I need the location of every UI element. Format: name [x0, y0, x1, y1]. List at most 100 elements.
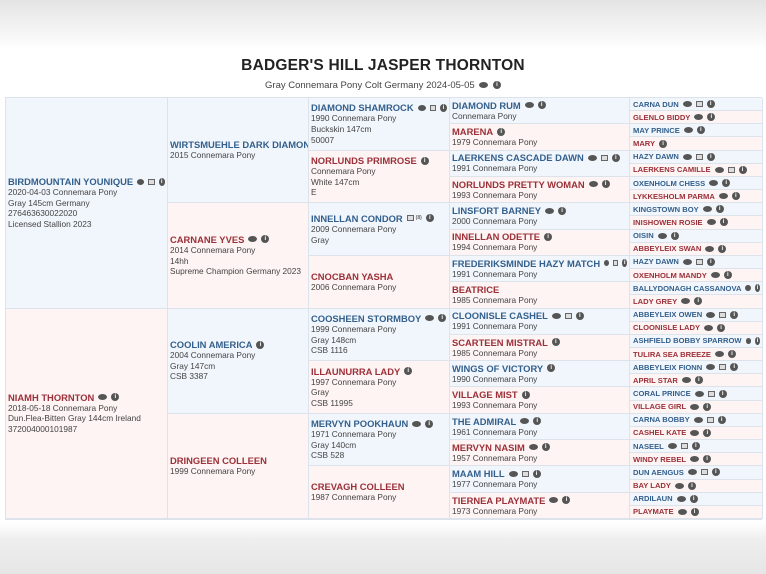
horse-name-link[interactable]: MAY PRINCE [633, 125, 680, 135]
info-icon[interactable]: i [718, 389, 727, 398]
comment-icon[interactable] [706, 219, 716, 226]
horse-name-link[interactable]: CASHEL KATE [633, 428, 687, 438]
horse-name-link[interactable]: TULIRA SEA BREEZE [633, 349, 711, 359]
info-icon[interactable]: i [706, 152, 715, 161]
horse-name-link[interactable]: ASHFIELD BOBBY SPARROW [633, 336, 742, 346]
info-icon[interactable]: i [730, 363, 739, 372]
info-icon[interactable]: i [438, 314, 447, 323]
info-icon[interactable]: i [690, 507, 699, 516]
info-icon[interactable]: i [715, 205, 724, 214]
comment-icon[interactable] [676, 495, 686, 502]
info-icon[interactable]: i [659, 139, 668, 148]
info-icon[interactable]: i [521, 390, 530, 399]
horse-name-link[interactable]: INISHOWEN ROSIE [633, 217, 703, 227]
comment-icon[interactable] [520, 418, 530, 425]
photo-icon[interactable] [727, 166, 735, 173]
info-icon[interactable]: i [541, 443, 550, 452]
comment-icon[interactable] [745, 285, 752, 292]
photo-icon[interactable] [564, 312, 572, 319]
photo-icon[interactable] [600, 154, 608, 161]
info-icon[interactable]: i [731, 192, 740, 201]
comment-icon[interactable] [690, 456, 700, 463]
horse-name-link[interactable]: DIAMOND SHAMROCK [311, 102, 414, 114]
photo-icon[interactable] [406, 215, 414, 222]
comment-icon[interactable] [417, 104, 426, 111]
info-icon[interactable]: i [256, 340, 265, 349]
info-icon[interactable]: i [703, 455, 712, 464]
horse-name-link[interactable]: SCARTEEN MISTRAL [452, 336, 548, 348]
horse-name-link[interactable]: GLENLO BIDDY [633, 112, 691, 122]
horse-name-link[interactable]: VILLAGE MIST [452, 389, 518, 401]
info-icon[interactable]: i [727, 350, 736, 359]
info-icon[interactable]: i [703, 428, 712, 437]
horse-name-link[interactable]: ABBEYLEIX OWEN [633, 310, 703, 320]
comment-icon[interactable] [588, 181, 598, 188]
info-icon[interactable]: i [670, 231, 679, 240]
horse-name-link[interactable]: NORLUNDS PRETTY WOMAN [452, 178, 585, 190]
comment-icon[interactable] [98, 394, 108, 401]
info-icon[interactable]: i [575, 311, 584, 320]
horse-name-link[interactable]: NASEEL [633, 441, 664, 451]
info-icon[interactable]: i [544, 232, 553, 241]
info-icon[interactable]: i [691, 442, 700, 451]
horse-name-link[interactable]: FREDERIKSMINDE HAZY MATCH [452, 257, 601, 269]
comment-icon[interactable] [528, 444, 538, 451]
comment-icon[interactable] [508, 470, 518, 477]
info-icon[interactable]: i [707, 113, 716, 122]
info-icon[interactable]: i [425, 419, 434, 428]
comment-icon[interactable] [693, 416, 703, 423]
horse-name-link[interactable]: CARNA BOBBY [633, 415, 690, 425]
horse-name-link[interactable]: DIAMOND RUM [452, 99, 521, 111]
info-icon[interactable]: i [755, 284, 760, 293]
info-icon[interactable]: i [687, 481, 696, 490]
comment-icon[interactable] [710, 272, 720, 279]
info-icon[interactable]: i [703, 402, 712, 411]
comment-icon[interactable] [412, 420, 422, 427]
horse-name-link[interactable]: CORAL PRINCE [633, 389, 691, 399]
info-icon[interactable]: i [694, 297, 703, 306]
comment-icon[interactable] [682, 258, 692, 265]
comment-icon[interactable] [674, 482, 684, 489]
horse-name-link[interactable]: WINGS OF VICTORY [452, 362, 544, 374]
photo-icon[interactable] [707, 390, 715, 397]
horse-name-link[interactable]: COOSHEEN STORMBOY [311, 312, 422, 324]
horse-name-link[interactable]: CREVAGH COLLEEN [311, 481, 405, 493]
horse-name-link[interactable]: ARDILAUN [633, 494, 673, 504]
horse-name-link[interactable]: LAERKENS CAMILLE [633, 165, 711, 175]
comment-icon[interactable] [682, 101, 692, 108]
horse-name-link[interactable]: OXENHOLM CHESS [633, 178, 706, 188]
horse-name-link[interactable]: BAY LADY [633, 481, 671, 491]
info-icon[interactable]: i [551, 338, 560, 347]
horse-name-link[interactable]: CARNA DUN [633, 99, 679, 109]
horse-name-link[interactable]: CLOONISLE CASHEL [452, 310, 548, 322]
info-icon[interactable]: i [261, 235, 270, 244]
info-icon[interactable]: i [111, 393, 120, 402]
comment-icon[interactable] [657, 232, 667, 239]
horse-name-link[interactable]: LAERKENS CASCADE DAWN [452, 152, 584, 164]
info-icon[interactable]: i [711, 468, 720, 477]
photo-icon[interactable] [695, 101, 703, 108]
horse-name-link[interactable]: LYKKESHOLM PARMA [633, 191, 715, 201]
photo-icon[interactable] [521, 470, 529, 477]
comment-icon[interactable] [690, 429, 700, 436]
comment-icon[interactable] [705, 245, 715, 252]
photo-icon[interactable] [148, 178, 155, 185]
horse-name-link[interactable]: CLOONISLE LADY [633, 323, 701, 333]
comment-icon[interactable] [702, 206, 712, 213]
horse-name-link[interactable]: APRIL STAR [633, 375, 678, 385]
horse-name-link[interactable]: NIAMH THORNTON [8, 391, 95, 403]
comment-icon[interactable] [479, 82, 489, 89]
comment-icon[interactable] [694, 390, 704, 397]
info-icon[interactable]: i [730, 310, 739, 319]
info-icon[interactable]: i [719, 218, 728, 227]
comment-icon[interactable] [706, 364, 716, 371]
info-icon[interactable]: i [158, 177, 165, 186]
horse-name-link[interactable]: WINDY REBEL [633, 454, 687, 464]
comment-icon[interactable] [714, 166, 724, 173]
comment-icon[interactable] [248, 236, 258, 243]
info-icon[interactable]: i [689, 494, 698, 503]
info-icon[interactable]: i [718, 244, 727, 253]
comment-icon[interactable] [545, 207, 555, 214]
horse-name-link[interactable]: CARNANE YVES [170, 233, 245, 245]
photo-icon[interactable] [706, 416, 714, 423]
